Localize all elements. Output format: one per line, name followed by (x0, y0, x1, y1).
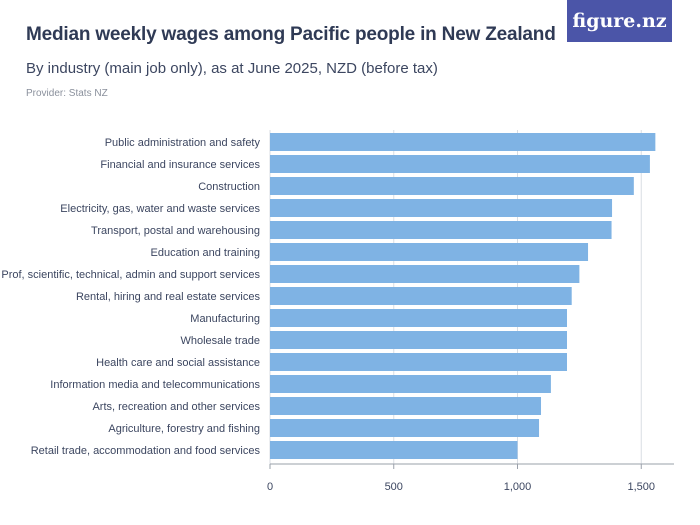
category-label: Construction (198, 181, 260, 193)
category-label: Wholesale trade (181, 335, 261, 347)
category-label: Health care and social assistance (96, 357, 260, 369)
category-label: Information media and telecommunications (50, 379, 260, 391)
category-label: Arts, recreation and other services (92, 401, 260, 413)
bar (270, 375, 551, 393)
bar (270, 133, 656, 151)
bar (270, 397, 542, 415)
category-label: Retail trade, accommodation and food ser… (31, 445, 261, 457)
category-label: Electricity, gas, water and waste servic… (60, 203, 260, 215)
bar (270, 353, 567, 371)
chart-title: Median weekly wages among Pacific people… (26, 24, 556, 45)
category-label: Education and training (151, 247, 260, 259)
category-label: Financial and insurance services (100, 159, 260, 171)
category-label: Agriculture, forestry and fishing (108, 423, 260, 435)
x-tick-label: 0 (267, 481, 273, 493)
data-provider: Provider: Stats NZ (26, 88, 108, 99)
x-tick-label: 1,000 (504, 481, 532, 493)
figure-nz-logo[interactable]: figure.nz (567, 0, 672, 42)
bar (270, 199, 613, 217)
bar (270, 309, 567, 327)
category-label: Rental, hiring and real estate services (76, 291, 261, 303)
bar (270, 265, 580, 283)
bar (270, 155, 650, 173)
category-label: Public administration and safety (105, 137, 261, 149)
chart-subtitle: By industry (main job only), as at June … (26, 60, 438, 77)
bar (270, 177, 634, 195)
x-tick-label: 1,500 (627, 481, 655, 493)
category-label: Manufacturing (190, 313, 260, 325)
category-label: Transport, postal and warehousing (91, 225, 260, 237)
x-tick-label: 500 (385, 481, 403, 493)
bar (270, 331, 567, 349)
bar (270, 221, 612, 239)
category-label: Prof, scientific, technical, admin and s… (1, 269, 260, 281)
bar (270, 243, 589, 261)
bar (270, 441, 518, 459)
bar (270, 419, 540, 437)
bar (270, 287, 572, 305)
